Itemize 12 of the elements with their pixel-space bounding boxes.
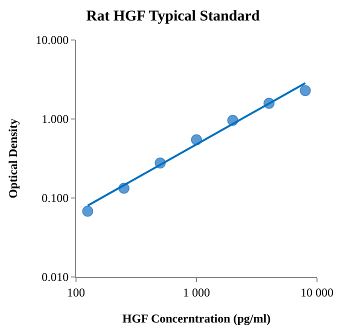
chart-title: Rat HGF Typical Standard [86, 8, 260, 25]
x-tick-label: 10 000 [300, 285, 334, 300]
y-tick-label: 10.000 [36, 33, 69, 48]
x-axis-title: HGF Concerntration (pg/ml) [122, 311, 271, 326]
x-tick-label: 1 000 [183, 285, 210, 300]
point [82, 206, 94, 217]
y-tick-label: 0.100 [42, 191, 69, 206]
point [300, 85, 311, 96]
y-tick-label: 0.010 [42, 270, 69, 284]
x-tick-label: 100 [67, 285, 85, 300]
y-tick-label: 1.000 [42, 112, 69, 126]
y-axis-title: Optical Density [6, 118, 20, 198]
